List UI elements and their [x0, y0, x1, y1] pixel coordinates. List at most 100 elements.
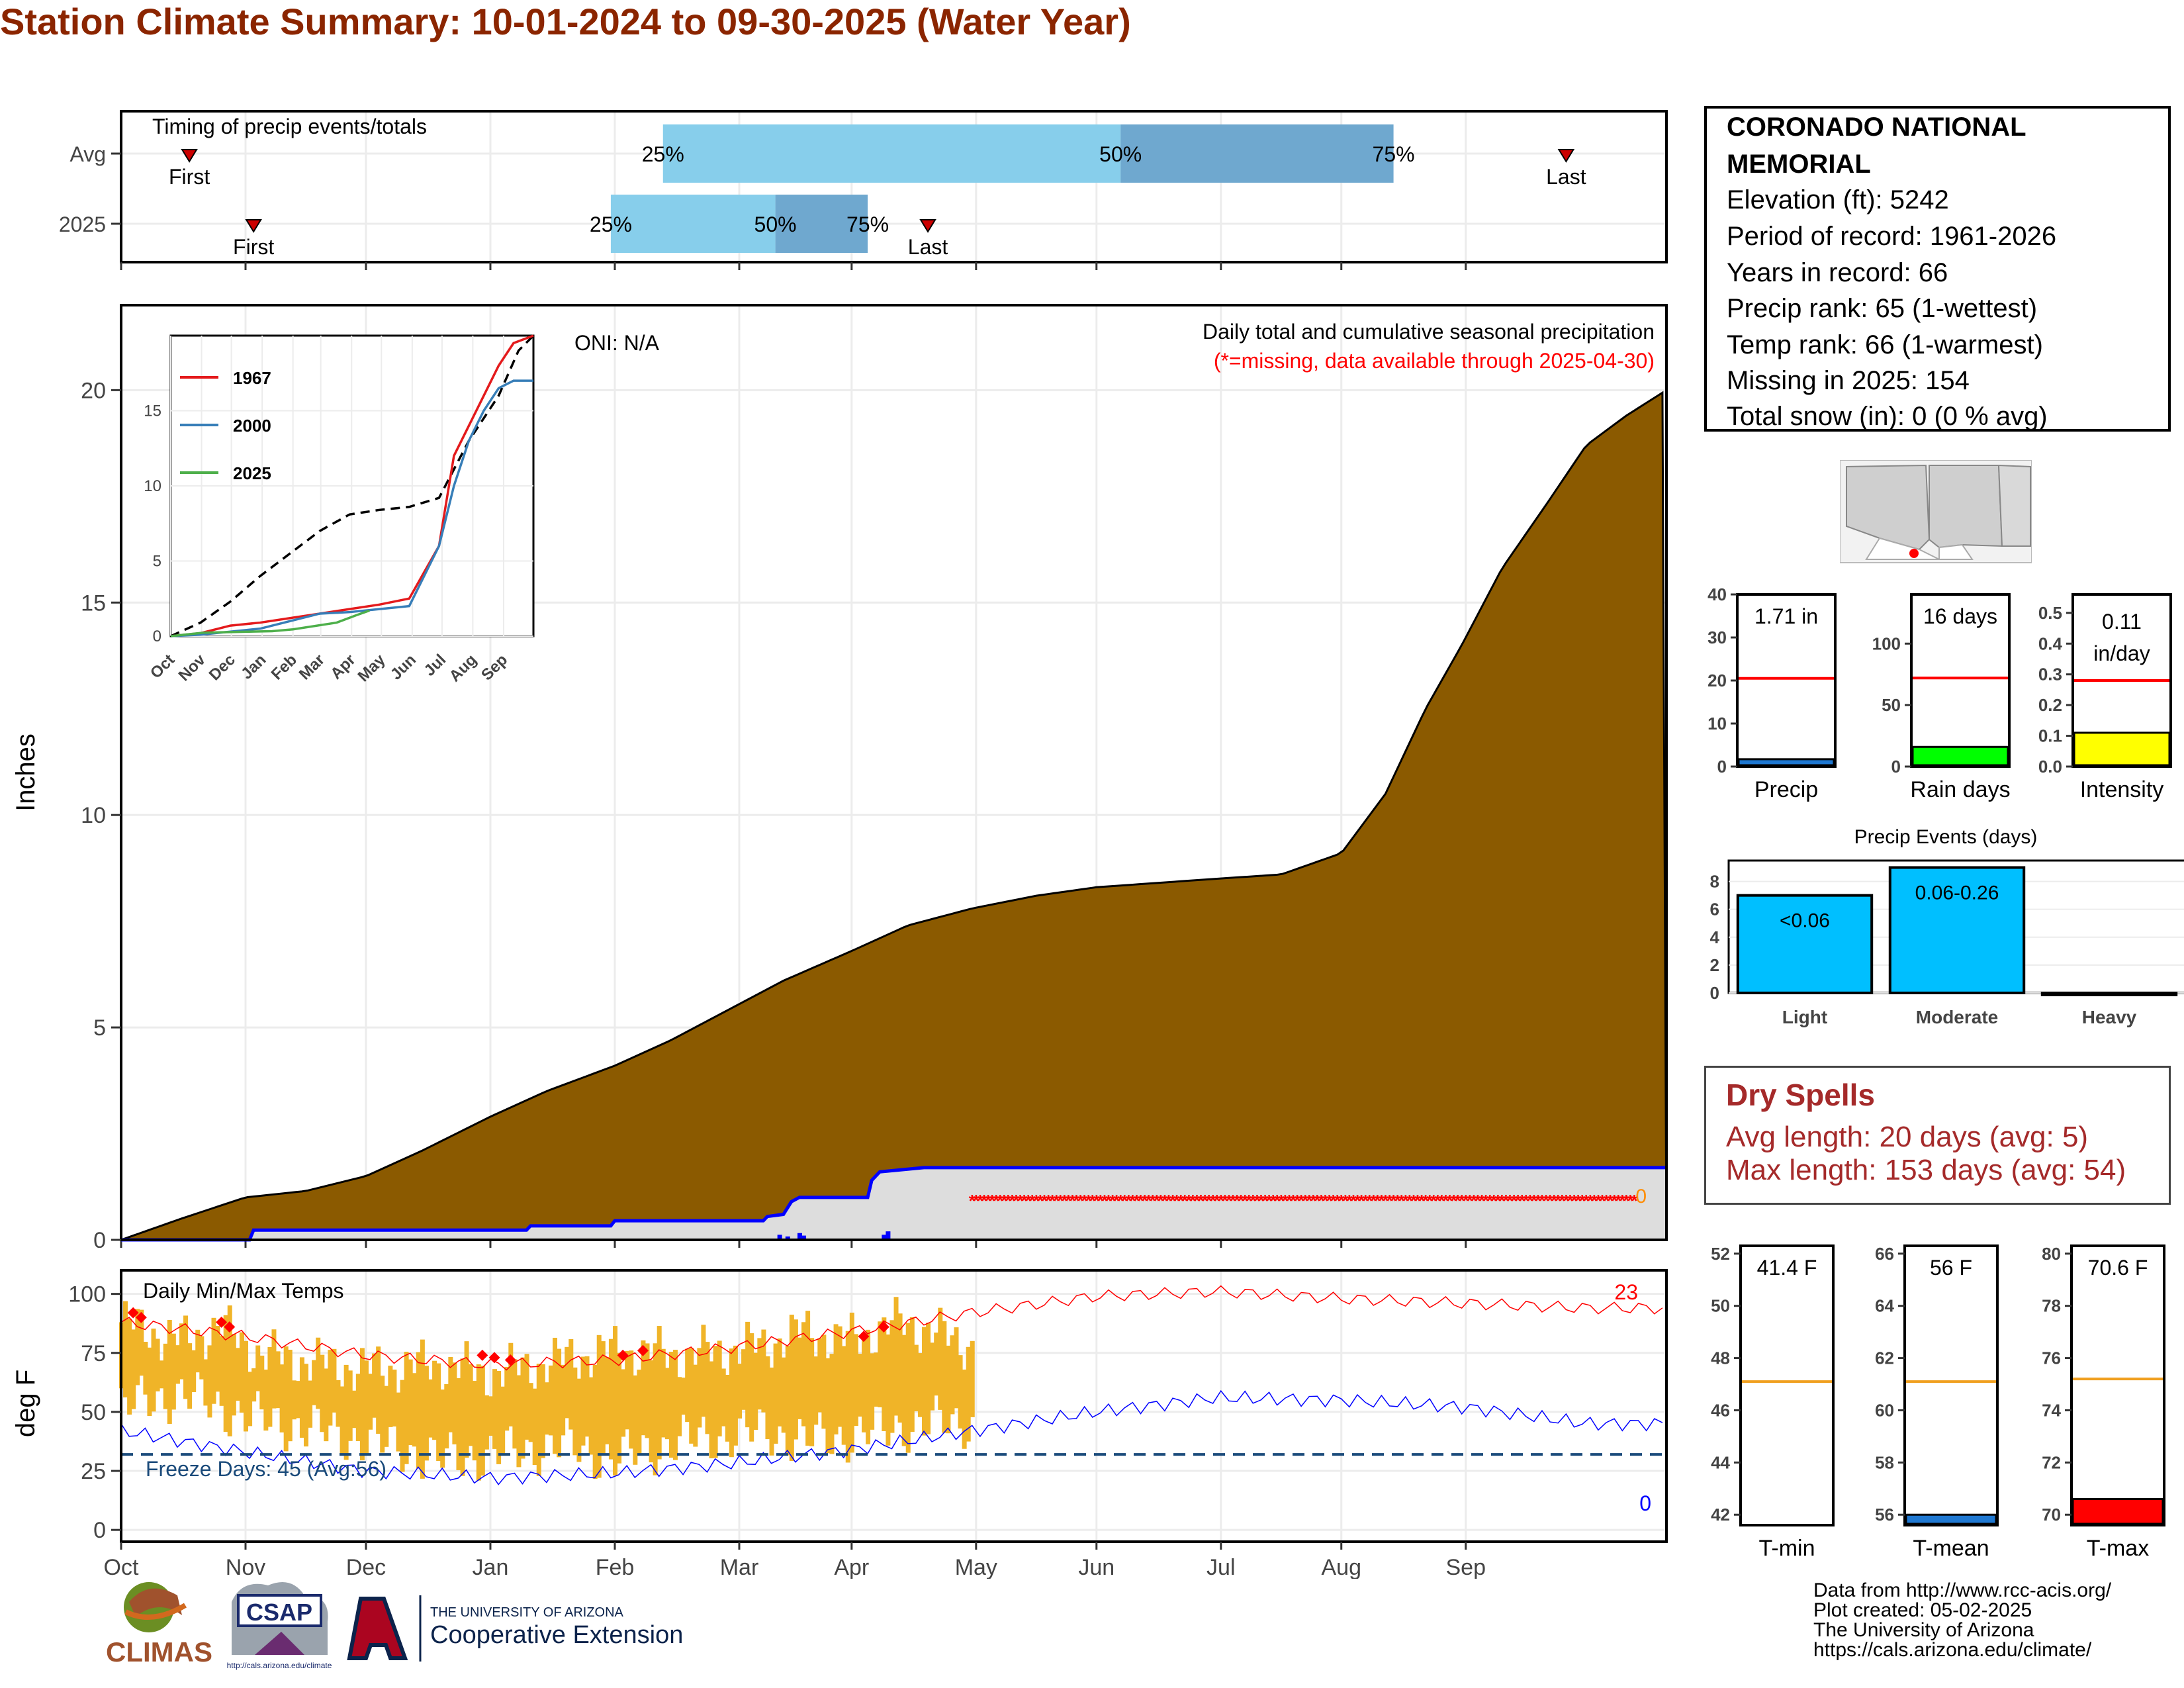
daily-temp-bar: [219, 1336, 224, 1406]
daily-temp-bar: [343, 1364, 349, 1460]
summary-ytick-label: 56: [1875, 1505, 1894, 1524]
missing-marker: *: [1029, 1191, 1036, 1211]
daily-temp-bar: [548, 1365, 553, 1436]
daily-temp-bar: [942, 1321, 947, 1433]
daily-temp-bar: [745, 1321, 751, 1428]
daily-temp-bar: [211, 1317, 216, 1404]
timing-row-label: 2025: [59, 212, 106, 236]
missing-marker: *: [1197, 1191, 1205, 1211]
daily-temp-bar: [862, 1336, 867, 1432]
summary-ytick-label: 0: [1717, 757, 1727, 776]
daily-temp-bar: [528, 1383, 533, 1442]
daily-temp-bar: [753, 1352, 758, 1430]
daily-temp-bar: [388, 1366, 393, 1427]
summary-ytick-label: 58: [1875, 1452, 1894, 1472]
daily-temp-bar: [817, 1338, 823, 1413]
missing-marker: *: [1410, 1191, 1418, 1211]
timing-chart: 25% 50% 75% First Last 25% 50% 75% First Last Tim…: [59, 110, 1668, 270]
missing-marker: *: [1081, 1191, 1089, 1211]
daily-temp-bar: [484, 1395, 489, 1450]
summary-bar-frame: [1910, 593, 2011, 768]
missing-marker: *: [1547, 1191, 1554, 1211]
missing-marker: *: [1539, 1191, 1546, 1211]
daily-temp-bar: [905, 1323, 911, 1453]
temp-frame: [120, 1269, 1668, 1543]
temp-title: Daily Min/Max Temps: [143, 1279, 343, 1303]
summary-ytick-label: 74: [2042, 1400, 2061, 1420]
missing-marker: *: [1490, 1191, 1498, 1211]
max-count-label: 23: [1614, 1280, 1638, 1304]
missing-marker: *: [1181, 1191, 1189, 1211]
missing-marker: *: [1374, 1191, 1381, 1211]
missing-marker: *: [1494, 1191, 1502, 1211]
missing-marker: *: [1318, 1191, 1325, 1211]
missing-marker: *: [1322, 1191, 1329, 1211]
summary-value-bar: [1905, 1513, 1997, 1525]
daily-temp-bar: [392, 1369, 397, 1427]
daily-temp-bar: [171, 1333, 176, 1410]
daily-temp-bar: [163, 1343, 168, 1409]
summary-ytick-label: 0.4: [2038, 633, 2063, 653]
missing-marker: *: [1137, 1191, 1144, 1211]
precip-ylabel: Inches: [11, 733, 40, 812]
daily-temp-bar: [244, 1340, 249, 1432]
daily-temp-bar: [316, 1337, 321, 1409]
missing-marker: *: [1398, 1191, 1406, 1211]
summary-bar-frame: [1739, 1244, 1835, 1526]
timing-bar-upper: [1120, 124, 1394, 183]
temp-xtick-label: Dec: [346, 1555, 386, 1579]
summary-bar-frame: [1736, 593, 1837, 768]
daily-temp-bar: [829, 1354, 835, 1454]
daily-temp-bar: [633, 1375, 638, 1465]
daily-temp-bar: [857, 1354, 862, 1417]
ua-logo: THE UNIVERSITY OF ARIZONA Cooperative Ex…: [347, 1595, 683, 1662]
precip-events-chart: Precip Events (days) 0 2 4 6 8 <0.06 Light 0.06…: [1710, 826, 2184, 1027]
missing-marker: *: [1531, 1191, 1538, 1211]
missing-marker: *: [1459, 1191, 1466, 1211]
missing-marker: *: [1177, 1191, 1185, 1211]
daily-temp-bar: [649, 1360, 654, 1463]
summary-ytick-label: 10: [1707, 714, 1727, 733]
missing-marker: *: [1206, 1191, 1213, 1211]
missing-marker: *: [1326, 1191, 1333, 1211]
summary-ytick-label: 0.2: [2038, 695, 2062, 715]
missing-marker: *: [1001, 1191, 1008, 1211]
daily-temp-bar: [801, 1322, 807, 1427]
daily-temp-bar: [239, 1332, 244, 1413]
min-count-label: 0: [1639, 1491, 1651, 1515]
daily-temp-bar: [645, 1343, 650, 1438]
daily-temp-bar: [127, 1319, 132, 1415]
missing-marker: *: [1025, 1191, 1032, 1211]
temp-ytick-label: 0: [93, 1518, 106, 1543]
missing-marker: *: [1053, 1191, 1060, 1211]
daily-temp-bar: [536, 1364, 541, 1476]
missing-marker: *: [1158, 1191, 1165, 1211]
missing-marker: *: [1146, 1191, 1153, 1211]
missing-marker: *: [1366, 1191, 1373, 1211]
events-bar: [2040, 992, 2178, 996]
daily-temp-bar: [131, 1329, 136, 1409]
daily-temp-bar: [612, 1326, 617, 1476]
events-ytick-label: 6: [1710, 900, 1719, 919]
station-info-box: CORONADO NATIONAL MEMORIAL Elevation (ft…: [1704, 106, 2171, 432]
missing-marker: *: [1354, 1191, 1361, 1211]
daily-temp-bar: [340, 1386, 345, 1454]
missing-marker: *: [1274, 1191, 1281, 1211]
missing-marker: *: [1201, 1191, 1208, 1211]
daily-temp-bar: [565, 1346, 570, 1419]
daily-temp-bar: [889, 1320, 895, 1433]
daily-temp-bar: [363, 1360, 369, 1456]
current-cumulative-line: [121, 1166, 1666, 1242]
missing-marker: *: [1370, 1191, 1377, 1211]
daily-temp-bar: [512, 1359, 518, 1449]
events-category-label: Light: [1782, 1007, 1827, 1027]
missing-marker: *: [1543, 1191, 1550, 1211]
daily-temp-bar: [235, 1348, 240, 1401]
missing-marker: *: [1430, 1191, 1437, 1211]
missing-marker: *: [1583, 1191, 1590, 1211]
summary-xlabel: T-max: [2087, 1536, 2149, 1561]
missing-marker: *: [1591, 1191, 1598, 1211]
temp-xtick-label: Jun: [1078, 1555, 1115, 1579]
missing-marker: *: [1442, 1191, 1449, 1211]
daily-temp-bar: [472, 1381, 477, 1461]
